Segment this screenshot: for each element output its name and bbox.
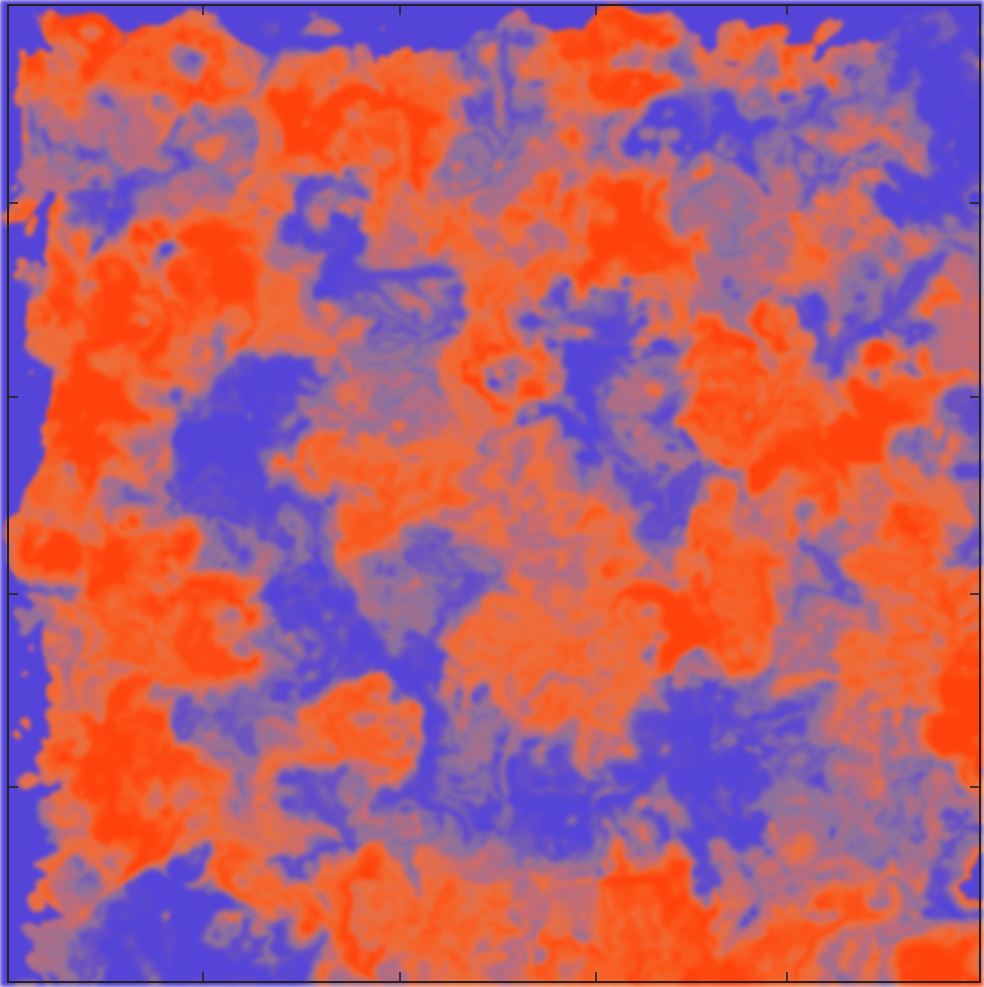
frame	[7, 4, 981, 983]
field	[8, 5, 980, 982]
ticks	[8, 5, 980, 982]
